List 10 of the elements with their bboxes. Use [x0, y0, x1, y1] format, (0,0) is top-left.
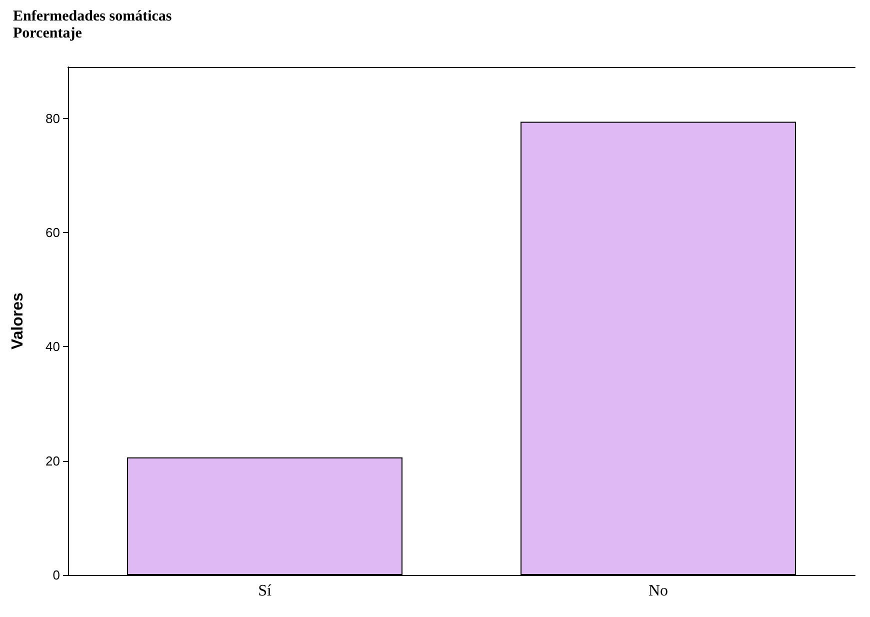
y-tick-label: 0 [52, 568, 60, 582]
chart-title: Enfermedades somáticas [13, 8, 172, 24]
y-tick-label: 20 [46, 453, 60, 468]
y-axis-title: Valores [10, 292, 26, 350]
x-tick-label: No [648, 582, 668, 600]
y-tick-label: 60 [46, 225, 60, 240]
chart-subtitle: Porcentaje [13, 26, 82, 42]
x-tick-label: Sí [258, 582, 272, 600]
y-tick-label: 40 [46, 339, 60, 354]
y-tick-label: 80 [46, 110, 60, 126]
